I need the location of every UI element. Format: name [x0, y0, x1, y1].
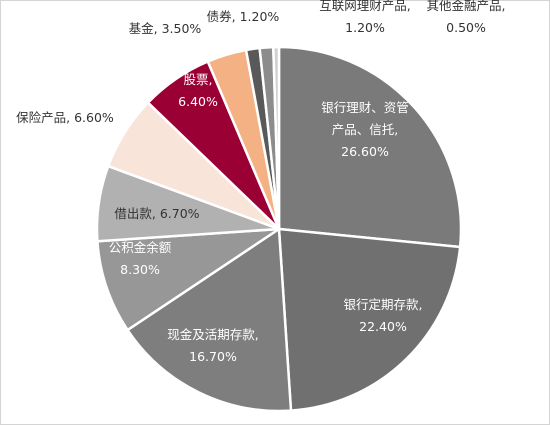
labels-layer: 银行理财、资管产品、信托, 26.60% 银行定期存款, 22.40% 现金及活期存款,… [16, 0, 505, 364]
slice-label-11-line-2: 0.50% [446, 20, 486, 35]
slice-label-8: 基金, 3.50% [129, 21, 202, 36]
slice-label-9-line-1: 债券, 1.20% [207, 9, 280, 24]
slice-label-10: 互联网理财产品, 1.20% [319, 0, 410, 35]
slice-label-2-line-2: 22.40% [359, 319, 407, 334]
slice-label-10-line-2: 1.20% [345, 20, 385, 35]
slice-label-10-line-1: 互联网理财产品, [319, 0, 410, 13]
slice-label-1: 银行理财、资管产品、信托, 26.60% [321, 100, 409, 159]
slice-label-2: 银行定期存款, 22.40% [344, 297, 423, 334]
pie-slice-4 [96, 227, 281, 332]
slice-label-9: 债券, 1.20% [207, 9, 280, 24]
slice-label-5-line-1: 借出款, 6.70% [114, 206, 199, 221]
pie-slice-2 [277, 227, 462, 412]
slice-label-3: 现金及活期存款, 16.70% [167, 327, 258, 364]
slice-label-3-line-2: 16.70% [189, 349, 237, 364]
slice-label-1-line-1: 银行理财、资管 [321, 100, 409, 115]
slice-label-6-line-1: 保险产品, 6.60% [16, 110, 114, 125]
slice-label-7-line-1: 股票, [184, 72, 213, 87]
slice-label-7-line-2: 6.40% [178, 94, 218, 109]
pie-slice-1 [277, 45, 463, 249]
slice-label-7: 股票, 6.40% [178, 72, 218, 109]
slice-label-3-line-1: 现金及活期存款, [167, 327, 258, 342]
pie-slice-3 [126, 227, 293, 413]
slice-label-5: 借出款, 6.70% [114, 206, 199, 221]
pie-slice-11 [272, 45, 281, 231]
slice-label-1-line-3: 26.60% [341, 144, 389, 159]
slice-label-2-line-1: 银行定期存款, [344, 297, 423, 312]
slices-layer [95, 45, 463, 413]
slice-label-11-line-1: 其他金融产品, [427, 0, 506, 13]
slice-label-1-line-2: 产品、信托, [332, 122, 398, 137]
slice-label-4-line-1: 公积金余额 [109, 240, 172, 255]
slice-label-4-line-2: 8.30% [120, 262, 160, 277]
slice-label-11: 其他金融产品, 0.50% [427, 0, 506, 35]
slice-label-4: 公积金余额 8.30% [109, 240, 172, 277]
slice-label-8-line-1: 基金, 3.50% [129, 21, 202, 36]
slice-label-6: 保险产品, 6.60% [16, 110, 114, 125]
